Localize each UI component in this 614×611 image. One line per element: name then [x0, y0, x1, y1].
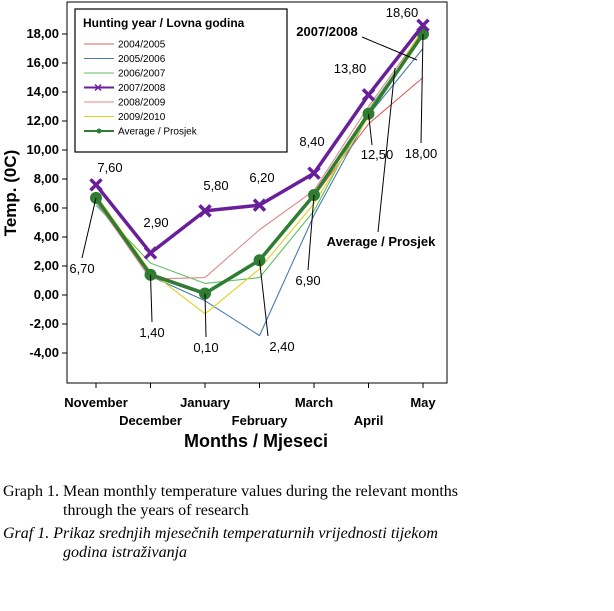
label-leader-line	[151, 275, 153, 322]
legend-entry: Average / Prosjek	[118, 127, 198, 138]
x-tick-label: April	[354, 413, 384, 428]
series-callout: 2007/2008	[296, 24, 357, 39]
data-label: 13,80	[334, 61, 367, 76]
x-tick-label: February	[232, 413, 288, 428]
chart-legend: Hunting year / Lovna godina 2004/2005 2005…	[75, 9, 287, 152]
data-label: 8,40	[299, 134, 324, 149]
y-tick-label: 14,00	[26, 84, 59, 99]
caption-croatian-line1: Graf 1. Prikaz srednjih mjesečnih temper…	[3, 525, 438, 542]
data-label: 2,90	[143, 215, 168, 230]
x-axis-title: Months / Mjeseci	[184, 431, 328, 451]
legend-entry: 2005/2006	[118, 54, 166, 65]
legend-entry: 2006/2007	[118, 69, 166, 80]
data-label: 0,10	[193, 340, 218, 355]
legend-entry: 2008/2009	[118, 98, 166, 109]
data-label: 12,50	[361, 147, 394, 162]
data-label: 18,00	[405, 146, 438, 161]
data-label: 6,20	[249, 170, 274, 185]
label-leader-line	[82, 198, 96, 258]
caption-english-line1: Graph 1. Mean monthly temperature values…	[3, 483, 458, 500]
legend-title: Hunting year / Lovna godina	[83, 16, 245, 30]
legend-entry: 2009/2010	[118, 112, 166, 123]
x-marker-point	[309, 168, 320, 179]
x-marker-point	[91, 179, 102, 190]
series-callout: Average / Prosjek	[327, 234, 436, 249]
x-tick-label: March	[295, 395, 333, 410]
y-tick-label: 2,00	[34, 258, 59, 273]
y-tick-label: 18,00	[26, 26, 59, 41]
y-tick-label: 16,00	[26, 55, 59, 70]
y-tick-label: 12,00	[26, 113, 59, 128]
data-label: 1,40	[139, 325, 164, 340]
y-tick-label: 6,00	[34, 200, 59, 215]
x-marker-point	[145, 247, 156, 258]
data-label: 5,80	[203, 178, 228, 193]
y-tick-label: -4,00	[29, 345, 59, 360]
x-marker-point	[363, 89, 374, 100]
caption-croatian-line2: godina istraživanja	[3, 543, 438, 562]
label-leader-line	[308, 195, 314, 270]
x-tick-label: January	[180, 395, 231, 410]
data-label: 2,40	[269, 339, 294, 354]
line-chart: -4,00 -2,00 0,00 2,00 4,00 6,00 8,00 10,00 12,00…	[0, 0, 614, 470]
caption-croatian: Graf 1. Prikaz srednjih mjesečnih temper…	[3, 524, 438, 562]
caption-english: Graph 1. Mean monthly temperature values…	[3, 482, 458, 520]
legend-entry: 2007/2008	[118, 83, 166, 94]
y-tick-label: 10,00	[26, 142, 59, 157]
label-leader-line	[205, 294, 206, 337]
data-label: 7,60	[97, 160, 122, 175]
callout-leader-line	[362, 37, 417, 60]
legend-entry: 2004/2005	[118, 40, 166, 51]
y-tick-label: -2,00	[29, 316, 59, 331]
data-label: 6,70	[69, 261, 94, 276]
caption-english-line2: through the years of research	[3, 501, 458, 520]
data-label: 18,60	[386, 5, 419, 20]
legend-marker	[97, 129, 102, 134]
y-tick-label: 8,00	[34, 171, 59, 186]
x-tick-label: November	[64, 395, 128, 410]
y-axis-title: Temp. (0C)	[1, 150, 20, 237]
y-tick-label: 4,00	[34, 229, 59, 244]
x-tick-label: May	[410, 395, 436, 410]
x-tick-label: December	[119, 413, 182, 428]
y-tick-label: 0,00	[34, 287, 59, 302]
data-label: 6,90	[295, 273, 320, 288]
